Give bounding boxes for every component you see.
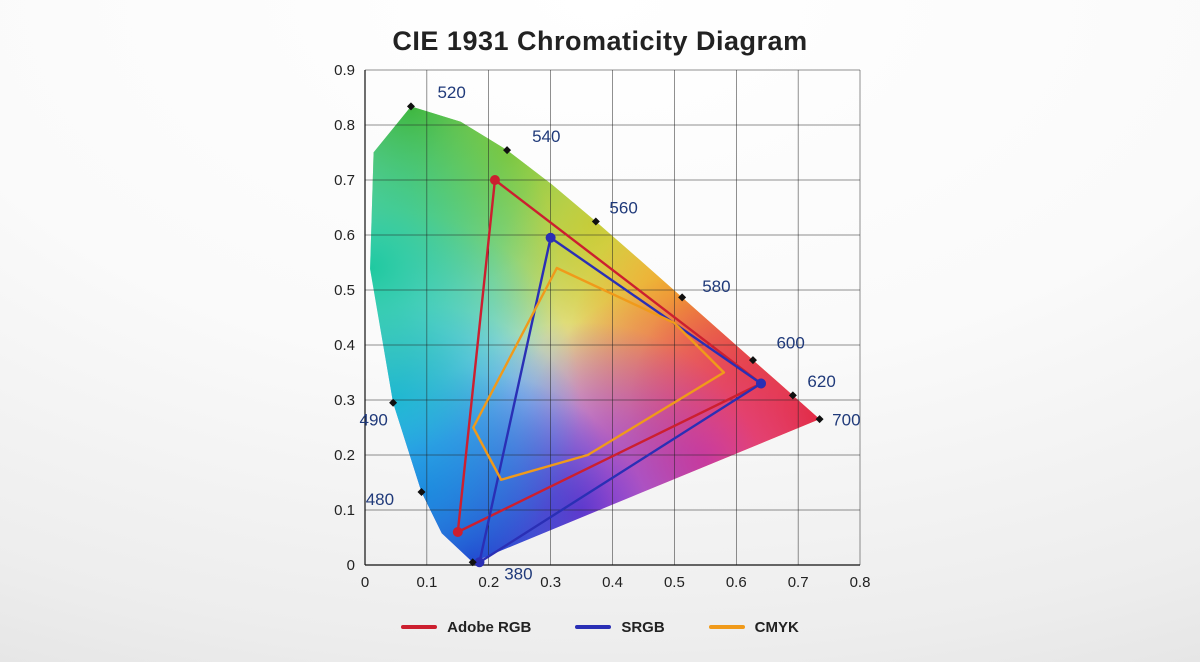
y-tick-label: 0.6: [334, 227, 355, 244]
gamut-vertex: [756, 379, 766, 389]
wavelength-label-490: 490: [360, 410, 388, 429]
legend-item-cmyk: CMYK: [709, 619, 799, 636]
legend-label: Adobe RGB: [447, 619, 531, 636]
legend-swatch: [401, 625, 437, 629]
y-tick-label: 0.7: [334, 172, 355, 189]
y-tick-label: 0.2: [334, 447, 355, 464]
x-tick-label: 0: [361, 574, 369, 591]
wavelength-label-540: 540: [532, 127, 560, 146]
y-tick-label: 0: [347, 557, 355, 574]
legend-item-srgb: SRGB: [575, 619, 664, 636]
x-tick-label: 0.1: [416, 574, 437, 591]
wavelength-label-580: 580: [702, 277, 730, 296]
wavelength-label-520: 520: [437, 83, 465, 102]
wavelength-label-600: 600: [776, 333, 804, 352]
y-tick-label: 0.9: [334, 62, 355, 79]
x-tick-label: 0.6: [726, 574, 747, 591]
legend-swatch: [709, 625, 745, 629]
gamut-vertex: [546, 233, 556, 243]
wavelength-label-380: 380: [504, 564, 532, 583]
wavelength-label-620: 620: [807, 372, 835, 391]
y-tick-label: 0.4: [334, 337, 355, 354]
chart-svg: 0 0.1 0.2 0.3 0.4 0.5 0.6 0.7 0.8 0 0.1 0.2 0.3 0.4 0.…: [310, 60, 885, 600]
gamut-vertex: [453, 527, 463, 537]
legend: Adobe RGB SRGB CMYK: [0, 616, 1200, 636]
y-tick-label: 0.5: [334, 282, 355, 299]
y-tick-label: 0.1: [334, 502, 355, 519]
x-tick-label: 0.2: [478, 574, 499, 591]
wavelength-label-700: 700: [832, 410, 860, 429]
chromaticity-chart: 0 0.1 0.2 0.3 0.4 0.5 0.6 0.7 0.8 0 0.1 0.2 0.3 0.4 0.…: [310, 60, 885, 605]
legend-swatch: [575, 625, 611, 629]
x-tick-label: 0.4: [602, 574, 623, 591]
gamut-vertex: [490, 175, 500, 185]
wavelength-label-560: 560: [609, 199, 637, 218]
y-tick-label: 0.8: [334, 117, 355, 134]
y-tick-label: 0.3: [334, 392, 355, 409]
legend-label: CMYK: [755, 619, 799, 636]
x-tick-label: 0.8: [850, 574, 871, 591]
x-tick-label: 0.5: [664, 574, 685, 591]
page-title: CIE 1931 Chromaticity Diagram: [0, 26, 1200, 57]
legend-item-adobe-rgb: Adobe RGB: [401, 619, 531, 636]
wavelength-label-480: 480: [366, 490, 394, 509]
x-tick-label: 0.3: [540, 574, 561, 591]
legend-label: SRGB: [621, 619, 664, 636]
x-tick-label: 0.7: [788, 574, 809, 591]
